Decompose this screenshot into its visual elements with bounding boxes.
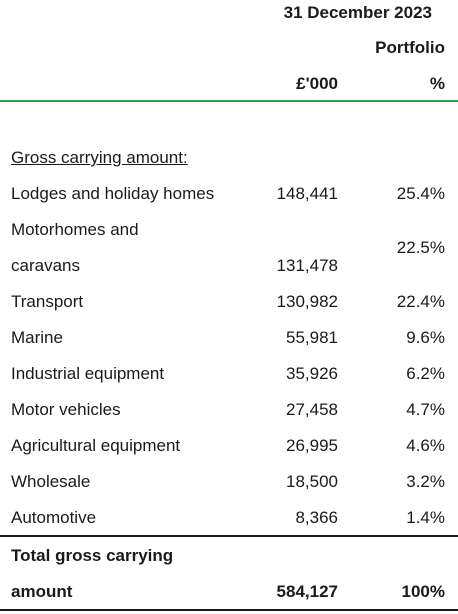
row-amount: 35,926 xyxy=(286,364,338,383)
row-amount: 27,458 xyxy=(286,400,338,419)
row-percent: 4.7% xyxy=(406,400,445,419)
total-label: Total gross carrying xyxy=(11,546,174,565)
header-amount-unit: £'000 xyxy=(296,74,338,93)
row-amount: 55,981 xyxy=(286,328,338,347)
row-amount: 26,995 xyxy=(286,436,338,455)
total-label-continued: amount xyxy=(11,582,73,601)
row-label: Automotive xyxy=(11,508,97,527)
row-percent: 3.2% xyxy=(406,472,445,491)
header-percent-unit: % xyxy=(429,74,445,93)
row-amount: 148,441 xyxy=(276,184,338,203)
row-percent: 6.2% xyxy=(406,364,445,383)
row-label: Transport xyxy=(11,292,84,311)
row-percent: 22.5% xyxy=(396,238,445,257)
row-label: Motor vehicles xyxy=(11,400,121,419)
row-percent: 22.4% xyxy=(396,292,445,311)
row-label: Motorhomes and xyxy=(11,220,139,239)
total-amount: 584,127 xyxy=(276,582,338,601)
total-top-rule xyxy=(0,535,458,537)
total-bottom-rule xyxy=(0,609,458,611)
row-percent: 1.4% xyxy=(406,508,445,527)
header-date: 31 December 2023 xyxy=(283,3,432,22)
row-percent: 9.6% xyxy=(406,328,445,347)
row-amount: 130,982 xyxy=(276,292,338,311)
row-label: Lodges and holiday homes xyxy=(11,184,215,203)
row-amount: 18,500 xyxy=(286,472,338,491)
row-label-continued: caravans xyxy=(11,256,80,275)
total-percent: 100% xyxy=(401,582,445,601)
section-title: Gross carrying amount: xyxy=(11,148,188,167)
row-percent: 4.6% xyxy=(406,436,445,455)
row-label: Agricultural equipment xyxy=(11,436,181,455)
row-percent: 25.4% xyxy=(396,184,445,203)
row-label: Wholesale xyxy=(11,472,91,491)
row-amount: 131,478 xyxy=(276,256,338,275)
row-amount: 8,366 xyxy=(295,508,338,527)
header-divider xyxy=(0,100,458,102)
header-portfolio: Portfolio xyxy=(375,38,445,57)
row-label: Industrial equipment xyxy=(11,364,165,383)
row-label: Marine xyxy=(11,328,63,347)
